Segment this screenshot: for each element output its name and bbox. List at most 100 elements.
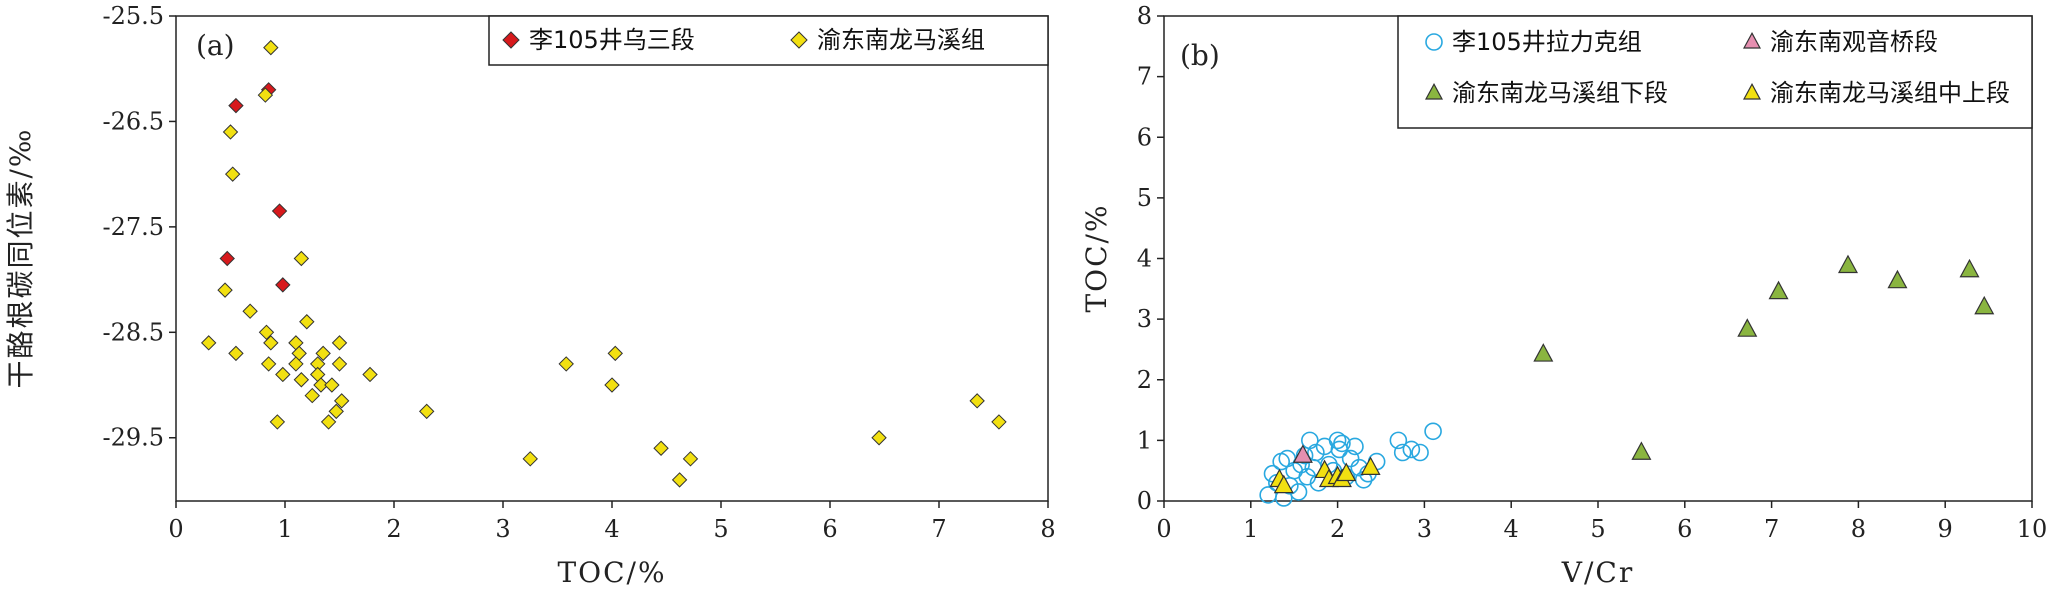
x-tick-label: 3 — [495, 515, 510, 543]
data-point-series-1 — [217, 282, 233, 298]
data-point-series-1 — [362, 366, 378, 383]
y-tick-label: 0 — [1137, 487, 1152, 515]
data-point-series-1 — [257, 87, 274, 103]
x-tick-label: 6 — [822, 515, 837, 543]
data-point-series-0 — [1301, 431, 1319, 450]
y-tick-label: 1 — [1137, 426, 1152, 454]
data-point-series-0 — [219, 250, 235, 267]
data-point-series-0 — [1402, 440, 1421, 459]
y-tick-label: -25.5 — [102, 2, 164, 30]
panel-b-chart: (b) V/Cr TOC/% 0 1 2 3 4 5 6 7 8 9 10 0 1 2 3 4 5 6 7 8 李10… — [1080, 2, 2047, 589]
legend-label-series-2: 渝东南龙马溪组下段 — [1452, 79, 1668, 107]
data-point-series-1 — [304, 387, 320, 404]
data-point-series-2 — [1974, 295, 1995, 315]
data-point-series-1 — [604, 377, 620, 393]
x-tick-label: 3 — [1417, 515, 1432, 543]
panel-a-ticks: 0 1 2 3 4 5 6 7 8 -25.5 -26.5 -27.5 -28.5 -29.5 — [102, 2, 1055, 543]
panel-a-x-axis-label: TOC/% — [557, 556, 666, 589]
data-point-series-1 — [324, 377, 340, 393]
data-point-series-1 — [315, 345, 331, 362]
data-point-series-0 — [1298, 467, 1317, 486]
x-tick-label: 7 — [931, 515, 946, 543]
x-tick-label: 1 — [1243, 515, 1258, 543]
data-point-series-1 — [242, 303, 258, 319]
data-point-series-1 — [522, 451, 538, 467]
data-point-series-0 — [1328, 431, 1347, 450]
data-point-series-0 — [1393, 443, 1412, 462]
x-tick-label: 5 — [1590, 515, 1605, 543]
x-tick-label: 7 — [1764, 515, 1779, 543]
panel-a-label: (a) — [196, 29, 235, 62]
y-tick-label: -29.5 — [102, 424, 164, 452]
data-point-series-2 — [1533, 343, 1554, 362]
data-point-series-0 — [1389, 431, 1408, 450]
y-tick-label: 8 — [1137, 2, 1152, 30]
legend-box — [1397, 15, 2033, 129]
legend-label-series-1: 渝东南观音桥段 — [1770, 28, 1938, 56]
data-point-series-0 — [228, 97, 244, 114]
data-point-series-1 — [682, 451, 699, 467]
y-tick-label: -27.5 — [102, 213, 164, 241]
x-tick-label: 6 — [1677, 515, 1692, 543]
legend-box — [488, 15, 1049, 66]
data-point-series-1 — [320, 414, 337, 430]
panel-a-chart: (a) TOC/% 干酪根碳同位素/‰ 0 1 2 3 4 5 6 7 8 -25.5 -26.5 -… — [4, 2, 1056, 589]
y-tick-label: 7 — [1137, 63, 1152, 91]
x-tick-label: 0 — [1156, 515, 1171, 543]
x-tick-label: 5 — [713, 515, 728, 543]
data-point-series-0 — [1307, 443, 1325, 462]
data-point-series-2 — [1737, 318, 1758, 337]
y-tick-label: 3 — [1137, 305, 1152, 333]
legend-marker-series-1 — [790, 31, 808, 49]
data-point-series-1 — [258, 324, 275, 341]
data-point-series-1 — [418, 403, 435, 420]
data-point-series-3 — [1336, 462, 1357, 482]
y-tick-label: 4 — [1137, 245, 1152, 273]
legend-label-series-1: 渝东南龙马溪组 — [817, 26, 985, 54]
data-point-series-1 — [558, 356, 574, 372]
data-point-series-1 — [299, 314, 315, 330]
data-point-series-2 — [1887, 269, 1908, 289]
y-tick-label: 5 — [1137, 184, 1152, 212]
data-point-series-0 — [1424, 422, 1442, 441]
data-point-series-1 — [328, 403, 344, 420]
data-point-series-2 — [1959, 258, 1980, 278]
data-point-series-3 — [1360, 456, 1381, 476]
data-point-series-1 — [263, 39, 279, 56]
x-tick-label: 1 — [277, 515, 292, 543]
x-tick-label: 10 — [2017, 515, 2048, 543]
x-tick-label: 4 — [1504, 515, 1519, 543]
data-point-series-0 — [1333, 434, 1351, 453]
legend-marker-series-0 — [502, 31, 520, 49]
panel-b-data-points — [1259, 254, 1995, 507]
data-point-series-3 — [1273, 474, 1294, 494]
legend-label-series-0: 李105井乌三段 — [529, 26, 695, 54]
legend-marker-series-1 — [1742, 31, 1762, 49]
data-point-series-0 — [1295, 446, 1314, 465]
y-tick-label: 2 — [1137, 366, 1152, 394]
data-point-series-1 — [260, 356, 277, 372]
y-tick-label: 6 — [1137, 123, 1152, 151]
legend-label-series-3: 渝东南龙马溪组中上段 — [1770, 79, 2010, 107]
panel-b-x-axis-label: V/Cr — [1561, 556, 1634, 589]
legend-marker-series-3 — [1742, 82, 1762, 100]
data-point-series-1 — [263, 335, 279, 351]
data-point-series-2 — [1837, 254, 1858, 274]
x-tick-label: 4 — [604, 515, 619, 543]
y-tick-label: -28.5 — [102, 318, 164, 346]
legend-label-series-0: 李105井拉力克组 — [1452, 28, 1642, 56]
y-tick-label: -26.5 — [102, 107, 164, 135]
data-point-series-1 — [228, 345, 244, 362]
panel-b-ticks: 0 1 2 3 4 5 6 7 8 9 10 0 1 2 3 4 5 6 7 8 — [1137, 2, 2048, 543]
panel-b-label: (b) — [1180, 39, 1220, 72]
panel-a-legend: 李105井乌三段 渝东南龙马溪组 — [488, 15, 1049, 66]
x-tick-label: 9 — [1938, 515, 1953, 543]
data-point-series-1 — [331, 335, 348, 351]
data-point-series-1 — [1292, 444, 1313, 463]
data-point-series-1 — [224, 166, 241, 182]
data-point-series-0 — [1411, 443, 1429, 462]
data-point-series-1 — [293, 372, 310, 388]
data-point-series-1 — [653, 440, 669, 456]
